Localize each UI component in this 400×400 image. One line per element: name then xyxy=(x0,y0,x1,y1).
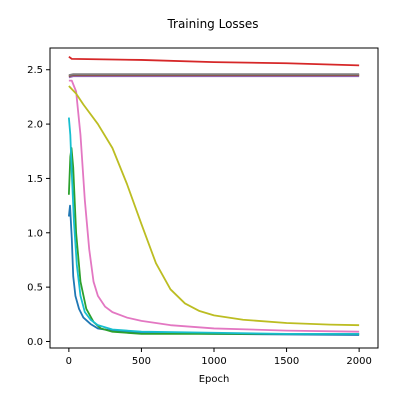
y-tick-label: 0.0 xyxy=(27,337,43,348)
series-line-10 xyxy=(67,117,360,335)
y-tick-label: 0.5 xyxy=(27,283,43,294)
y-tick-label: 1.0 xyxy=(27,228,43,239)
x-tick-label: 1500 xyxy=(274,356,299,367)
series-line-8 xyxy=(68,73,360,77)
series-line-1 xyxy=(67,204,360,336)
y-axis: 0.0 0.5 1.0 1.5 2.0 2.5 xyxy=(27,65,50,348)
series-line-6 xyxy=(68,74,360,78)
series-line-7 xyxy=(68,79,360,333)
series-line-4 xyxy=(68,55,360,67)
x-axis: 0 500 1000 1500 2000 xyxy=(66,348,372,367)
y-tick-label: 1.5 xyxy=(27,174,43,185)
x-tick-label: 500 xyxy=(132,356,151,367)
y-tick-label: 2.0 xyxy=(27,120,43,131)
series-lines xyxy=(67,55,360,336)
series-line-9 xyxy=(68,85,360,327)
y-tick-label: 2.5 xyxy=(27,65,43,76)
chart-title: Training Losses xyxy=(166,17,258,31)
series-line-5 xyxy=(68,75,360,79)
x-tick-label: 0 xyxy=(66,356,72,367)
x-axis-label: Epoch xyxy=(199,374,230,385)
x-tick-label: 2000 xyxy=(346,356,371,367)
x-tick-label: 1000 xyxy=(201,356,226,367)
